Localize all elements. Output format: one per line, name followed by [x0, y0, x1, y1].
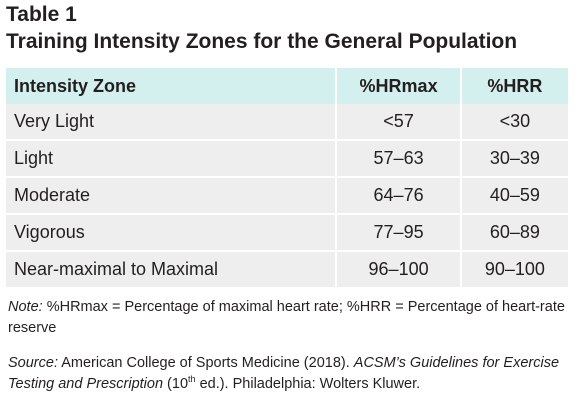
note-text: %HRmax = Percentage of maximal heart rat… [8, 299, 565, 336]
cell-hrmax: <57 [336, 104, 462, 141]
note-label: Note: [8, 299, 43, 315]
cell-zone: Moderate [6, 177, 338, 215]
source-edition-suffix: th [188, 374, 196, 385]
source-label: Source: [8, 355, 58, 371]
cell-hrr: <30 [460, 104, 568, 141]
table-row: Near-maximal to Maximal 96–100 90–100 [6, 251, 568, 289]
cell-hrmax: 57–63 [336, 140, 462, 178]
cell-hrr: 40–59 [460, 177, 568, 215]
cell-zone: Vigorous [6, 214, 338, 252]
header-hrr: %HRR [460, 68, 568, 104]
table-title: Training Intensity Zones for the General… [6, 30, 518, 53]
cell-hrr: 60–89 [460, 214, 568, 252]
cell-zone: Very Light [6, 104, 338, 141]
source-edition-number: (10 [163, 376, 189, 392]
table-header-row: Intensity Zone %HRmax %HRR [6, 68, 568, 104]
table-note: Note: %HRmax = Percentage of maximal hea… [8, 297, 580, 339]
source-authors: American College of Sports Medicine (201… [57, 355, 354, 371]
table-row: Very Light <57 <30 [6, 104, 568, 141]
cell-hrr: 90–100 [460, 251, 568, 289]
table-source: Source: American College of Sports Medic… [8, 353, 580, 395]
source-edition-rest: ed.). Philadelphia: Wolters Kluwer. [195, 376, 421, 392]
cell-zone: Light [6, 140, 338, 178]
source-book-title: ACSM’s Guidelines for Exercise Testing a… [8, 355, 560, 392]
table-row: Light 57–63 30–39 [6, 140, 568, 178]
table-row: Moderate 64–76 40–59 [6, 177, 568, 215]
cell-hrmax: 77–95 [336, 214, 462, 252]
table-number: Table 1 [6, 3, 77, 26]
header-hrmax: %HRmax [336, 68, 462, 104]
cell-hrmax: 96–100 [336, 251, 462, 289]
cell-hrr: 30–39 [460, 140, 568, 178]
cell-hrmax: 64–76 [336, 177, 462, 215]
intensity-zones-table: Intensity Zone %HRmax %HRR Very Light <5… [6, 68, 568, 289]
table-row: Vigorous 77–95 60–89 [6, 214, 568, 252]
header-intensity-zone: Intensity Zone [6, 68, 338, 104]
cell-zone: Near-maximal to Maximal [6, 251, 338, 289]
